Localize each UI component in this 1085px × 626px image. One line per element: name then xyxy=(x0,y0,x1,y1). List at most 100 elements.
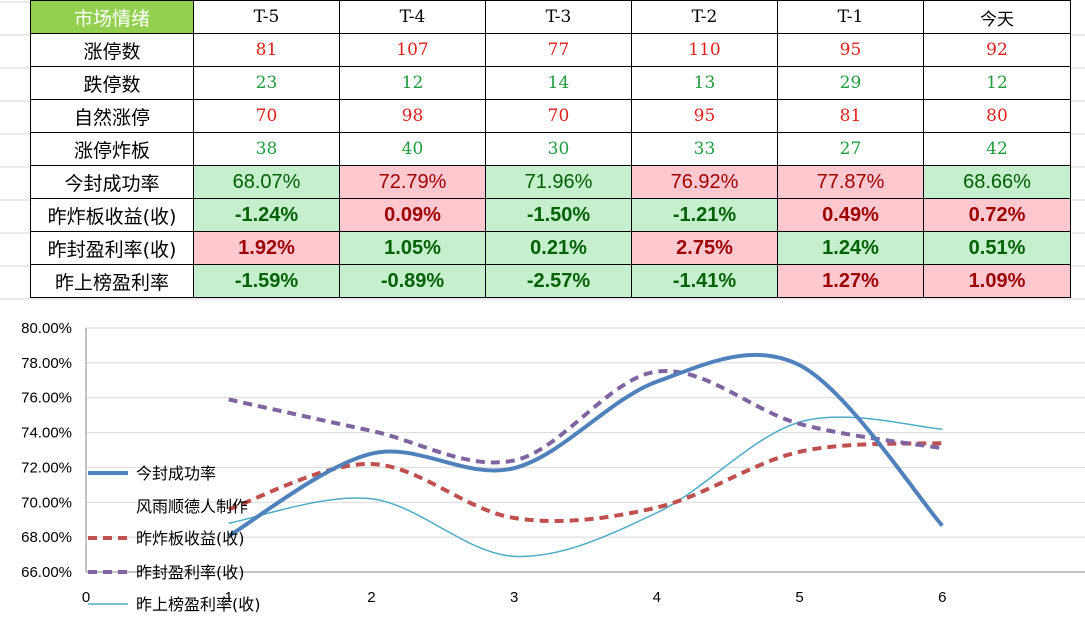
table-cell: 76.92% xyxy=(631,165,778,199)
x-tick-label: 4 xyxy=(653,589,661,606)
y-tick-label: 80.00% xyxy=(21,320,72,337)
table-row: 跌停数 23 12 14 13 29 12 xyxy=(30,66,1071,100)
table-cell: -1.59% xyxy=(193,264,340,298)
watermark-credit: 风雨顺德人制作 xyxy=(136,497,248,516)
table-cell: 2.75% xyxy=(631,231,778,265)
series-line-0 xyxy=(227,352,944,538)
table-cell: 98 xyxy=(339,99,486,133)
table-cell: 33 xyxy=(631,132,778,166)
table-cell: 80 xyxy=(923,99,1071,133)
table-cell: 72.79% xyxy=(339,165,486,199)
table-cell: 1.24% xyxy=(777,231,924,265)
table-row: 自然涨停 70 98 70 95 81 80 xyxy=(30,99,1071,133)
table-cell: 81 xyxy=(777,99,924,133)
y-tick-label: 68.00% xyxy=(21,529,72,546)
table-row: 今封成功率 68.07% 72.79% 71.96% 76.92% 77.87% 68.66… xyxy=(30,165,1071,199)
sentiment-line-chart: 66.00% 68.00% 70.00% 72.00% 74.00% 76.00% 78.0… xyxy=(21,320,1085,614)
table-cell: 107 xyxy=(339,33,486,67)
column-header-2: T-3 xyxy=(485,0,632,34)
table-cell: 1.09% xyxy=(923,264,1071,298)
x-tick-label: 1 xyxy=(225,589,233,606)
table-cell: 68.66% xyxy=(923,165,1071,199)
legend-label-0: 今封成功率 xyxy=(136,464,216,483)
table-cell: -0.89% xyxy=(339,264,486,298)
x-tick-label: 0 xyxy=(82,589,90,606)
x-axis-ticks: 0 1 2 3 4 5 6 xyxy=(82,589,947,606)
column-header-0: T-5 xyxy=(193,0,340,34)
table-cell: -1.24% xyxy=(193,198,340,232)
column-header-4: T-1 xyxy=(777,0,924,34)
table-cell: 42 xyxy=(923,132,1071,166)
x-tick-label: 3 xyxy=(510,589,518,606)
table-cell: -1.50% xyxy=(485,198,632,232)
x-tick-label: 2 xyxy=(367,589,375,606)
table-cell: 13 xyxy=(631,66,778,100)
table-cell: 0.72% xyxy=(923,198,1071,232)
row-label: 昨炸板收益(收) xyxy=(30,198,194,232)
row-label: 昨上榜盈利率 xyxy=(30,264,194,298)
table-header-row: 市场情绪 T-5 T-4 T-3 T-2 T-1 今天 xyxy=(30,0,1071,34)
table-cell: 95 xyxy=(777,33,924,67)
table-cell: 1.27% xyxy=(777,264,924,298)
table-cell: 0.09% xyxy=(339,198,486,232)
column-header-5: 今天 xyxy=(923,0,1071,34)
table-cell: 81 xyxy=(193,33,340,67)
table-cell: 1.05% xyxy=(339,231,486,265)
table-cell: 29 xyxy=(777,66,924,100)
legend-label-1: 昨炸板收益(收) xyxy=(136,529,245,548)
column-header-1: T-4 xyxy=(339,0,486,34)
table-cell: 70 xyxy=(193,99,340,133)
table-row: 昨炸板收益(收) -1.24% 0.09% -1.50% -1.21% 0.49% 0.72… xyxy=(30,198,1071,232)
table-cell: -2.57% xyxy=(485,264,632,298)
y-axis-ticks: 66.00% 68.00% 70.00% 72.00% 74.00% 76.00% 78.0… xyxy=(21,320,72,581)
row-label: 今封成功率 xyxy=(30,165,194,199)
table-cell: 77 xyxy=(485,33,632,67)
table-cell: 95 xyxy=(631,99,778,133)
row-label: 涨停数 xyxy=(30,33,194,67)
row-label: 跌停数 xyxy=(30,66,194,100)
x-tick-label: 5 xyxy=(795,589,803,606)
table-cell: 30 xyxy=(485,132,632,166)
table-cell: 0.21% xyxy=(485,231,632,265)
table-cell: 1.92% xyxy=(193,231,340,265)
table-cell: 14 xyxy=(485,66,632,100)
y-tick-label: 78.00% xyxy=(21,355,72,372)
y-tick-label: 72.00% xyxy=(21,459,72,476)
row-label: 自然涨停 xyxy=(30,99,194,133)
table-cell: -1.41% xyxy=(631,264,778,298)
table-cell: 77.87% xyxy=(777,165,924,199)
table-cell: 92 xyxy=(923,33,1071,67)
table-row: 涨停数 81 107 77 110 95 92 xyxy=(30,33,1071,67)
y-tick-label: 76.00% xyxy=(21,390,72,407)
table-row: 昨封盈利率(收) 1.92% 1.05% 0.21% 2.75% 1.24% 0.51% xyxy=(30,231,1071,265)
column-header-3: T-2 xyxy=(631,0,778,34)
table-cell: 12 xyxy=(923,66,1071,100)
table-cell: 110 xyxy=(631,33,778,67)
table-cell: 68.07% xyxy=(193,165,340,199)
market-sentiment-table: 市场情绪 T-5 T-4 T-3 T-2 T-1 今天 涨停数 81 107 77 110 95 92 跌停… xyxy=(30,0,1071,298)
legend-label-2: 昨封盈利率(收) xyxy=(136,563,245,582)
y-tick-label: 70.00% xyxy=(21,494,72,511)
row-label: 昨封盈利率(收) xyxy=(30,231,194,265)
table-cell: 23 xyxy=(193,66,340,100)
series-line-1 xyxy=(228,441,943,523)
x-tick-label: 6 xyxy=(938,589,946,606)
table-cell: 0.51% xyxy=(923,231,1071,265)
table-cell: 71.96% xyxy=(485,165,632,199)
chart-gridlines xyxy=(85,327,1085,573)
series-line-2 xyxy=(228,369,943,465)
table-row: 涨停炸板 38 40 30 33 27 42 xyxy=(30,132,1071,166)
table-cell: 70 xyxy=(485,99,632,133)
table-cell: 12 xyxy=(339,66,486,100)
table-row: 昨上榜盈利率 -1.59% -0.89% -2.57% -1.41% 1.27% 1.09% xyxy=(30,264,1071,298)
series-line-3 xyxy=(228,416,943,558)
table-cell: 40 xyxy=(339,132,486,166)
table-cell: -1.21% xyxy=(631,198,778,232)
y-tick-label: 66.00% xyxy=(21,564,72,581)
y-tick-label: 74.00% xyxy=(21,425,72,442)
table-cell: 38 xyxy=(193,132,340,166)
corner-label-cell: 市场情绪 xyxy=(30,0,194,34)
table-cell: 27 xyxy=(777,132,924,166)
legend-label-3: 昨上榜盈利率(收) xyxy=(136,595,261,614)
